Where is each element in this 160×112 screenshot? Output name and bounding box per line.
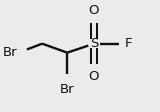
Text: Br: Br	[60, 83, 75, 96]
Text: S: S	[90, 37, 98, 50]
Text: Br: Br	[3, 46, 18, 59]
Text: O: O	[89, 70, 99, 83]
Text: F: F	[125, 37, 132, 50]
Text: O: O	[89, 4, 99, 17]
